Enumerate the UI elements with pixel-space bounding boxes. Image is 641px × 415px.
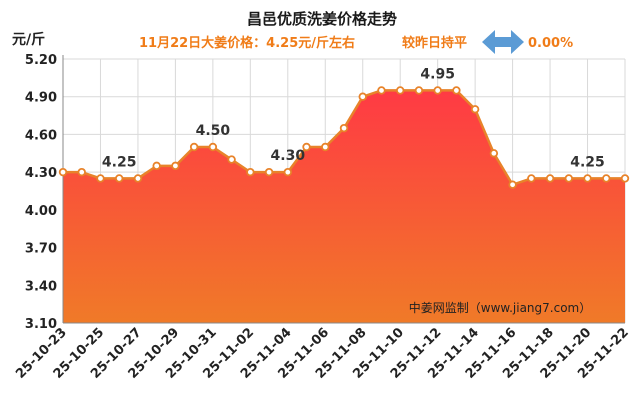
y-tick-label: 4.30 [25,166,57,181]
data-label: 4.25 [570,154,605,170]
y-tick-label: 3.70 [25,242,57,257]
axes [62,55,625,324]
data-point [339,123,349,133]
watermark: 中姜网监制（www.jiang7.com） [409,300,591,315]
chart-title: 昌邑优质洗姜价格走势 [247,10,397,28]
data-point [114,174,124,183]
data-point [396,86,405,95]
data-point [96,174,105,183]
y-tick-label: 5.20 [25,53,57,68]
data-point [171,161,180,171]
data-point [358,92,367,101]
data-point [283,167,292,177]
data-point [433,86,442,95]
data-point [152,161,161,171]
data-point [527,174,536,183]
y-tick-labels: 5.20 4.90 4.60 4.30 4.00 3.70 3.40 3.10 [25,53,57,332]
data-points [58,86,630,189]
data-point [564,174,573,183]
data-point [377,86,386,95]
chart-subtitle-price: 11月22日大姜价格：4.25元/斤左右 [139,35,355,51]
data-label: 4.30 [271,148,306,164]
data-point [227,155,236,164]
data-point [414,86,424,95]
double-arrow-icon [482,30,524,54]
data-label: 4.95 [420,66,455,82]
data-point [620,174,630,183]
data-point [208,142,218,152]
data-label: 4.25 [102,154,137,170]
data-labels: 4.25 4.50 4.30 4.95 4.25 [102,66,605,170]
x-tick-labels: 25-10-2325-10-2525-10-2725-10-2925-10-31… [13,325,632,382]
data-point [489,149,499,158]
y-tick-label: 3.40 [25,279,57,294]
data-point [321,142,330,152]
data-point [189,142,199,152]
area-fill [63,90,625,323]
y-tick-label: 4.00 [25,204,57,219]
data-point [58,167,68,177]
chart-subtitle-compare: 较昨日持平 [402,35,467,51]
data-point [452,86,461,95]
data-label: 4.50 [196,123,231,139]
data-point [470,105,480,114]
data-point [264,167,274,177]
data-point [302,142,311,152]
data-point [508,180,517,189]
y-tick-label: 4.90 [25,91,57,106]
y-tick-label: 4.60 [25,128,57,143]
chart-subtitle-change: 0.00% [528,36,573,51]
data-point [77,167,86,177]
data-point [545,174,555,183]
data-point [246,167,255,177]
data-point [133,174,143,183]
data-point [583,174,592,183]
y-axis-label: 元/斤 [12,31,45,48]
data-point [602,174,611,183]
y-tick-label: 3.10 [25,317,57,332]
